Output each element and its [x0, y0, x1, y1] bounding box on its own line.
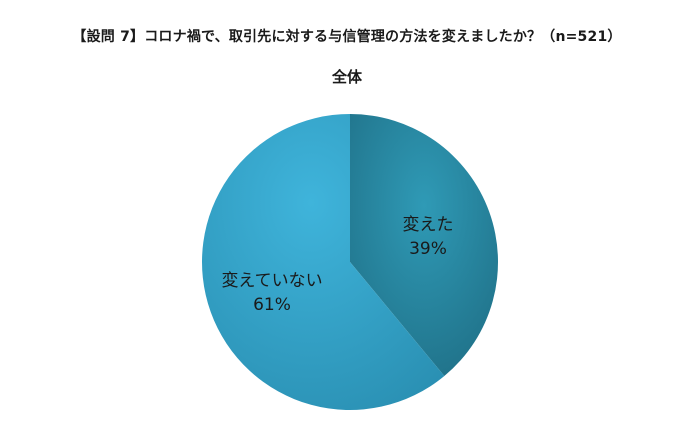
slice-value-label-0: 39%	[409, 239, 447, 259]
pie-slice-1	[201, 114, 445, 410]
slice-value-label-1: 61%	[253, 295, 291, 315]
slice-label-1: 変えていない	[221, 271, 322, 291]
pie-slice-0	[350, 114, 498, 377]
slice-label-0: 変えた	[402, 215, 453, 235]
chart-title: 全体	[331, 68, 362, 86]
question-title: 【設問 7】コロナ禍で、取引先に対する与信管理の方法を変えましたか？（n=521…	[72, 29, 622, 45]
